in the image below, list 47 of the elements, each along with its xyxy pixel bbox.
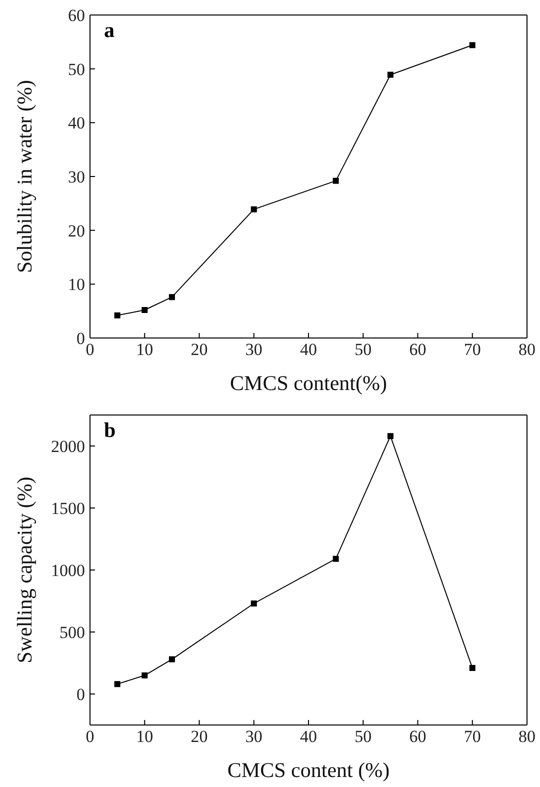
x-tick-label: 30 [245, 340, 262, 360]
y-tick-label: 50 [68, 60, 85, 79]
point [250, 206, 257, 212]
y-axis-title: Swelling capacity (%) [12, 476, 36, 664]
point [387, 72, 394, 78]
y-tick-label: 500 [60, 623, 85, 642]
x-tick-label: 40 [300, 340, 317, 360]
y-tick-label: 40 [68, 114, 85, 133]
point [387, 433, 394, 440]
x-tick-label: 70 [464, 727, 481, 746]
x-tick-label: 20 [190, 340, 208, 360]
x-tick-label: 40 [300, 727, 317, 746]
x-axis-title: CMCS content (%) [227, 758, 390, 782]
x-axis-title: CMCS content(%) [230, 371, 387, 395]
point [114, 312, 120, 318]
point [168, 294, 175, 300]
x-tick-label: 20 [190, 727, 208, 746]
x-tick-label: 60 [409, 727, 426, 746]
point [114, 681, 120, 688]
point [142, 307, 148, 314]
point [168, 656, 175, 662]
y-tick-label: 30 [68, 168, 85, 187]
x-tick-label: 80 [518, 340, 536, 360]
point [332, 556, 339, 562]
point [250, 600, 257, 606]
x-tick-label: 70 [464, 340, 481, 360]
x-tick-label: 10 [136, 340, 154, 360]
y-tick-label: 0 [76, 685, 85, 704]
x-tick-label: 50 [354, 727, 372, 746]
y-tick-label: 1500 [51, 499, 85, 518]
annotation: b [104, 418, 116, 443]
x-tick-label: 30 [245, 727, 262, 746]
x-tick-label: 10 [136, 727, 154, 746]
x-tick-label: 80 [518, 727, 536, 746]
annotation: a [104, 18, 114, 43]
x-tick-label: 50 [354, 340, 372, 360]
point [469, 664, 476, 671]
y-tick-label: 2000 [51, 437, 85, 456]
y-tick-label: 1000 [51, 561, 85, 580]
y-axis-title: Solubility in water (%) [12, 80, 36, 274]
x-tick-label: 60 [409, 340, 426, 360]
y-tick-label: 20 [68, 221, 85, 240]
point [469, 42, 476, 48]
y-tick-label: 60 [68, 6, 85, 26]
y-tick-label: 10 [68, 275, 85, 294]
point [332, 178, 339, 184]
point [142, 672, 148, 678]
